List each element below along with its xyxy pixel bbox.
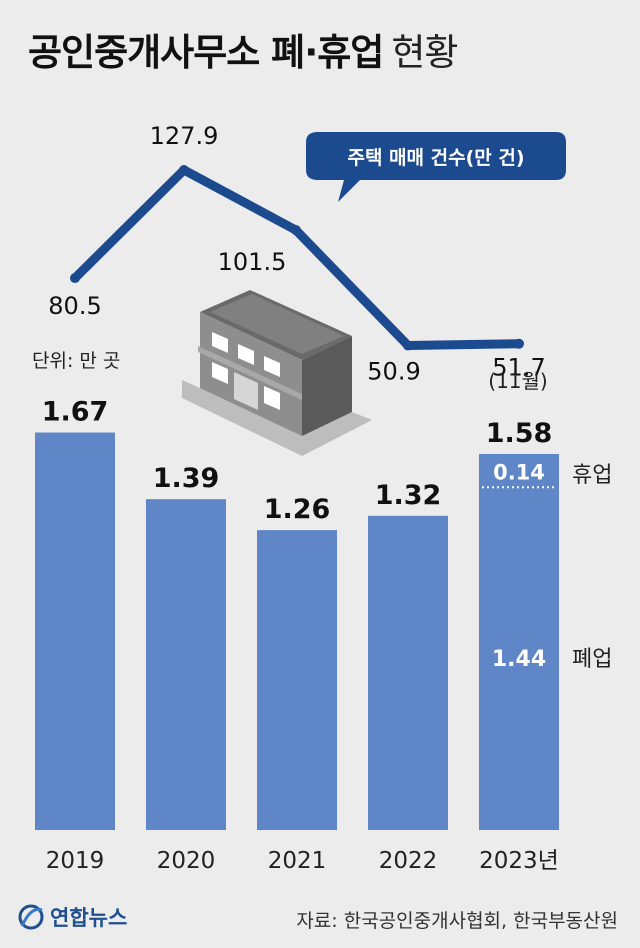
bar-2021: [257, 530, 337, 830]
x-tick-label: 2021: [268, 848, 327, 874]
line-legend: 주택 매매 건수(만 건): [306, 132, 566, 202]
closed-label: 폐업: [572, 647, 612, 672]
bar-2020: [146, 499, 226, 830]
title-main: 공인중개사무소 폐·휴업: [28, 31, 384, 74]
bar-total-label: 1.67: [42, 397, 109, 428]
line-point: [403, 340, 413, 351]
x-tick-label: 2020: [157, 848, 216, 874]
bar-2019: [35, 432, 115, 830]
x-tick-label: 2022: [379, 848, 438, 874]
chart-title: 공인중개사무소 폐·휴업 현황: [28, 22, 458, 76]
line-point: [514, 338, 524, 349]
bar-total-label: 1.26: [264, 494, 331, 525]
legend-label: 주택 매매 건수(만 건): [347, 147, 524, 169]
line-point: [179, 164, 189, 175]
x-tick-label: 2023년: [479, 848, 559, 874]
x-tick-label: 2019: [46, 848, 105, 874]
logo: 연합뉴스: [16, 902, 127, 932]
bar-2022: [368, 515, 448, 830]
segment-label-suspended: 0.14: [493, 460, 545, 484]
line-point: [70, 273, 80, 284]
segment-label-closed: 1.44: [492, 647, 546, 672]
building-illustration: [182, 290, 372, 456]
bar-layer: 1.67 2019 1.39 2020 1.26 2021 1.32 2022 1.58 2023…: [35, 397, 559, 874]
line-value-label: 80.5: [48, 292, 101, 320]
line-value-label: 101.5: [218, 248, 287, 276]
logo-text: 연합뉴스: [50, 906, 128, 930]
source-note: 자료: 한국공인중개사협회, 한국부동산원: [296, 910, 618, 932]
unit-label: 단위: 만 곳: [32, 350, 120, 372]
line-value-label: 51.7: [492, 354, 545, 382]
bar-total-label: 1.58: [486, 418, 553, 449]
title-sub: 현황: [391, 31, 458, 74]
bar-total-label: 1.32: [375, 480, 442, 511]
bar-total-label: 1.39: [153, 463, 220, 494]
line-layer: 80.5 127.9 101.5 50.9 51.7: [48, 122, 545, 386]
line-value-label: 127.9: [150, 122, 219, 150]
line-value-label: 50.9: [367, 358, 420, 386]
line-note: (11월): [488, 369, 547, 393]
bar-2023년: [479, 453, 559, 830]
suspended-label: 휴업: [572, 463, 612, 488]
legend-bubble: [306, 132, 566, 202]
line-point: [291, 225, 301, 236]
logo-icon: [18, 904, 44, 930]
